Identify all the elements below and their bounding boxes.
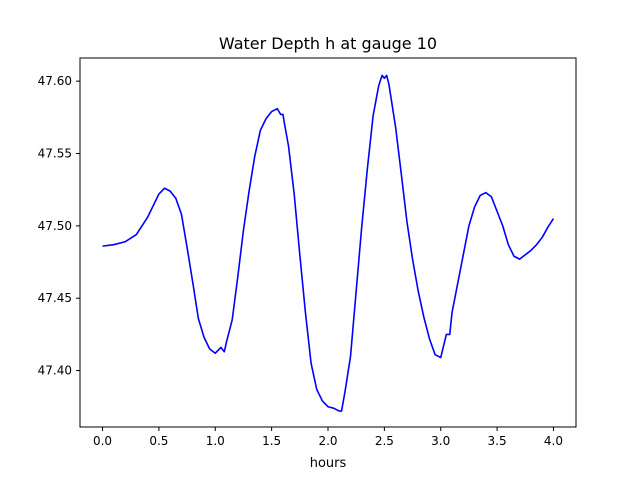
y-tick-label: 47.50 <box>38 219 72 233</box>
x-tick-label: 3.0 <box>431 434 450 448</box>
x-tick-label: 3.5 <box>488 434 507 448</box>
x-tick-label: 4.0 <box>544 434 563 448</box>
chart-title: Water Depth h at gauge 10 <box>219 34 437 53</box>
x-tick-label: 1.5 <box>262 434 281 448</box>
y-tick-label: 47.45 <box>38 291 72 305</box>
x-tick-label: 2.5 <box>375 434 394 448</box>
y-tick-label: 47.55 <box>38 147 72 161</box>
y-tick-label: 47.40 <box>38 364 72 378</box>
x-tick-label: 1.0 <box>206 434 225 448</box>
series-line-0 <box>102 74 555 412</box>
plot-area: 0.0 0.5 1.0 1.5 2.0 2.5 3.0 3.5 4.0 47.40 47.45 47.… <box>38 57 577 448</box>
x-tick-label: 0.0 <box>93 434 112 448</box>
x-tick-label: 2.0 <box>318 434 337 448</box>
x-axis-label: hours <box>310 456 347 471</box>
y-tick-label: 47.60 <box>38 74 72 88</box>
x-tick-label: 0.5 <box>149 434 168 448</box>
